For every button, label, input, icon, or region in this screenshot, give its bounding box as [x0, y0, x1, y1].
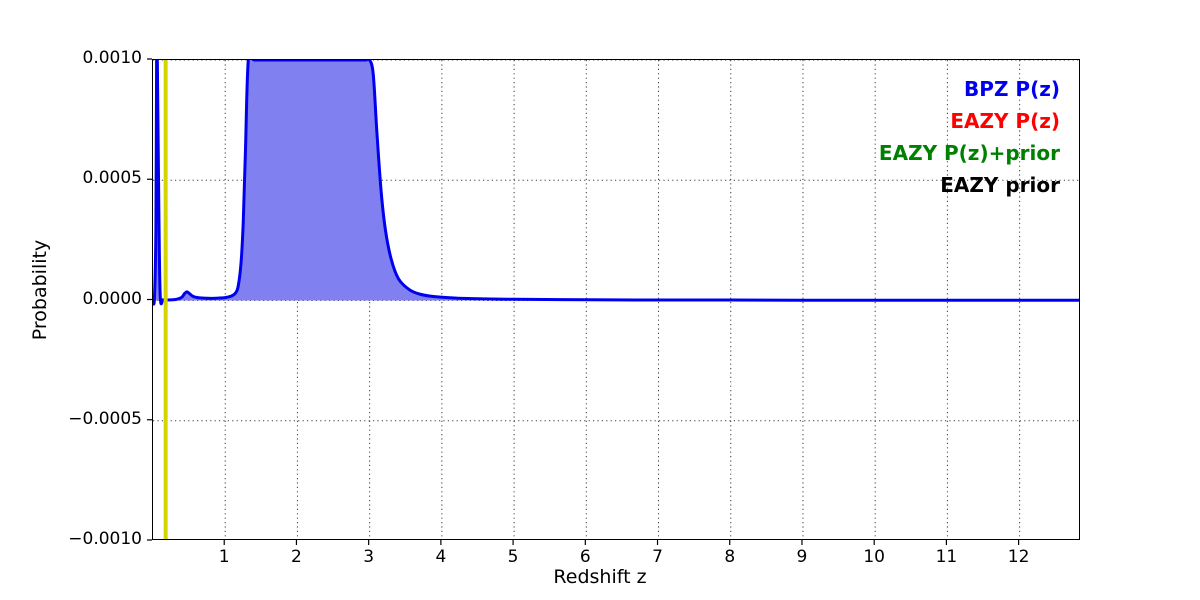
- x-tick-label: 2: [291, 547, 302, 567]
- x-tick-label: 10: [863, 547, 885, 567]
- legend-entry-2: EAZY P(z)+prior: [878, 141, 1060, 165]
- x-tick-label: 6: [579, 547, 591, 567]
- legend-entry-3: EAZY prior: [940, 173, 1060, 197]
- y-axis-title: Probability: [29, 239, 51, 341]
- x-tick-label: 3: [363, 547, 375, 567]
- legend-entry-1: EAZY P(z): [950, 109, 1060, 133]
- series-fill-bpz: [153, 60, 1079, 305]
- y-tick-label: 0.0000: [82, 288, 142, 309]
- x-tick-label: 11: [935, 547, 958, 567]
- legend-entry-0: BPZ P(z): [964, 77, 1060, 101]
- y-tick-label: −0.0005: [68, 408, 142, 429]
- plot-svg: [153, 60, 1079, 539]
- y-tick-label: −0.0010: [68, 529, 142, 549]
- y-tick-label: 0.0010: [82, 48, 142, 68]
- x-axis-title: Redshift z: [553, 566, 647, 588]
- x-tick-label: 4: [435, 547, 447, 567]
- series-line-bpz: [153, 60, 1079, 306]
- x-tick-label: 9: [796, 547, 808, 567]
- x-tick-label: 1: [218, 547, 230, 567]
- plot-area: [152, 59, 1080, 540]
- y-tick-label: 0.0005: [82, 168, 142, 189]
- x-tick-label: 7: [652, 547, 663, 567]
- x-tick-label: 5: [507, 547, 519, 567]
- x-tick-label: 12: [1007, 547, 1030, 567]
- x-tick-label: 8: [724, 547, 736, 567]
- legend: BPZ P(z) EAZY P(z) EAZY P(z)+prior EAZY pri…: [879, 79, 1060, 207]
